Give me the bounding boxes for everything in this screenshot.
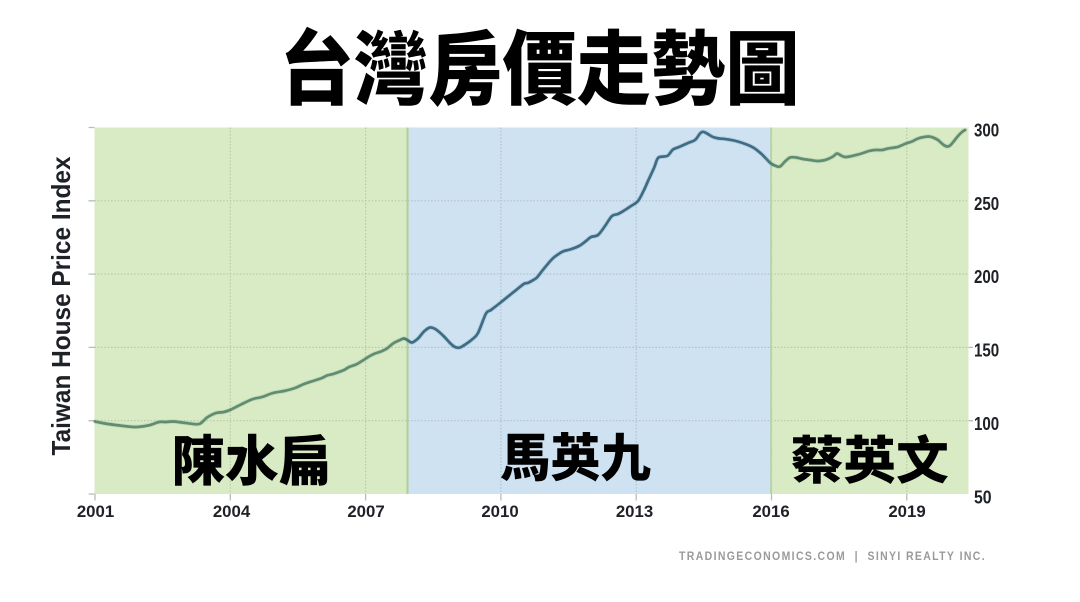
svg-text:100: 100 [974,413,999,434]
svg-text:TRADINGECONOMICS.COM | SINYI: TRADINGECONOMICS.COM | SINYI REALTY INC. [679,551,986,563]
svg-text:2016: 2016 [752,502,789,521]
svg-text:Taiwan House Price Index: Taiwan House Price Index [46,156,76,456]
svg-text:150: 150 [974,340,999,361]
svg-text:250: 250 [974,193,999,214]
svg-text:200: 200 [974,266,999,287]
svg-text:2013: 2013 [616,502,653,521]
svg-text:2004: 2004 [213,502,251,521]
svg-text:2007: 2007 [347,502,384,521]
svg-text:300: 300 [974,120,999,141]
svg-text:2010: 2010 [481,502,518,521]
svg-text:2019: 2019 [888,502,925,521]
svg-text:2001: 2001 [77,502,114,521]
svg-text:50: 50 [974,486,992,507]
